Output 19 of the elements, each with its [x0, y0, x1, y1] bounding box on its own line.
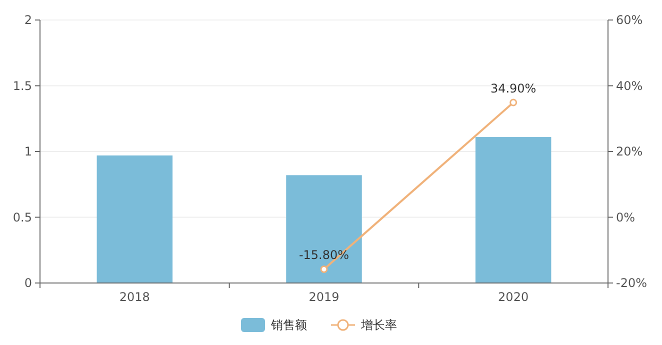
y2-tick-label: 60%	[616, 13, 643, 27]
bar	[475, 137, 552, 283]
x-tick-label: 2018	[119, 290, 150, 304]
legend-label: 销售额	[270, 318, 307, 332]
y2-tick-label: -20%	[616, 276, 648, 290]
legend-label: 增长率	[360, 318, 397, 332]
x-tick-label: 2020	[498, 290, 529, 304]
y-tick-label: 0	[24, 276, 32, 290]
bar	[286, 175, 362, 283]
y2-tick-label: 0%	[616, 210, 636, 224]
y2-tick-label: 40%	[616, 78, 643, 93]
y-tick-label: 1	[24, 144, 32, 158]
bar	[96, 155, 173, 283]
x-tick-label: 2019	[308, 290, 340, 304]
y-tick-label: 2	[24, 13, 32, 27]
y-tick-label: 0.5	[12, 210, 32, 224]
y-tick-label: 1.5	[12, 78, 32, 93]
y2-tick-label: 20%	[616, 144, 643, 158]
data-label: 34.90%	[490, 82, 536, 96]
